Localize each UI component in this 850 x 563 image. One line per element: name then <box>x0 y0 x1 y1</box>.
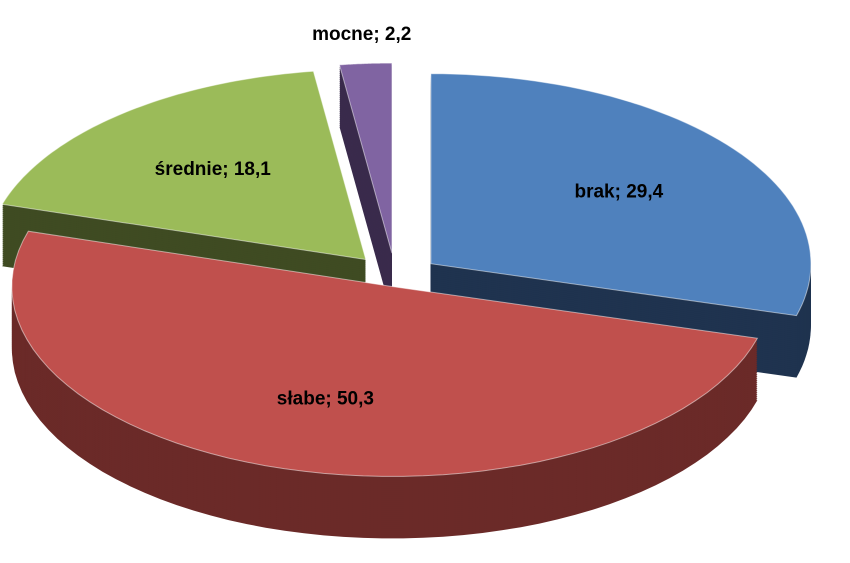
data-label: słabe; 50,3 <box>277 389 374 410</box>
slice <box>338 62 393 254</box>
slice <box>11 230 759 477</box>
data-label: brak; 29,4 <box>574 182 663 203</box>
slice <box>430 73 812 317</box>
data-label: mocne; 2,2 <box>312 24 411 45</box>
data-label: średnie; 18,1 <box>155 159 272 180</box>
slice <box>1 70 367 261</box>
